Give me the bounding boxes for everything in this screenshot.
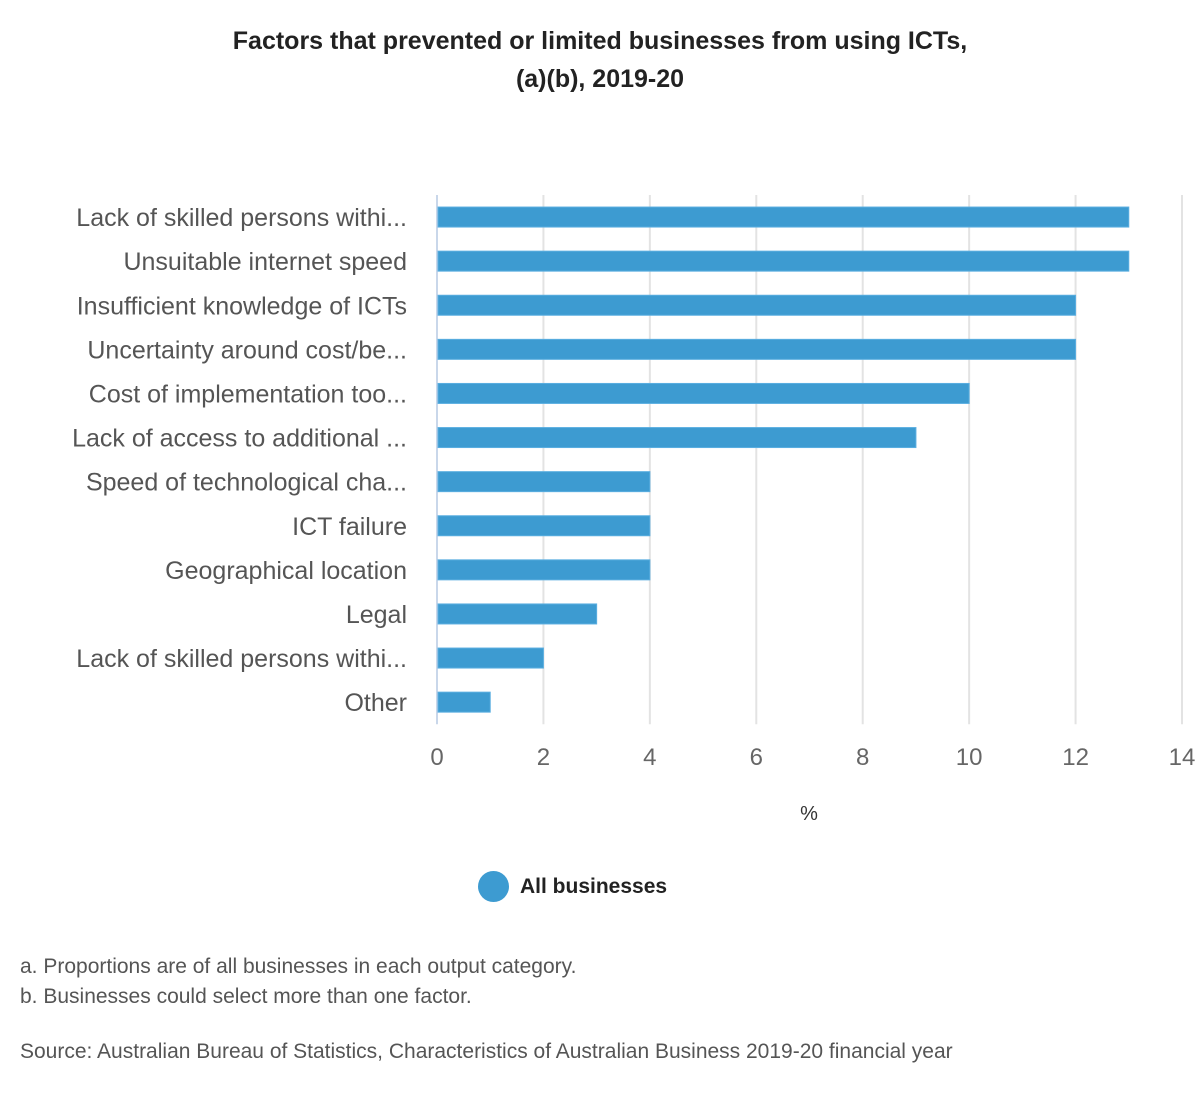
x-tick-label: 10 bbox=[956, 744, 983, 771]
x-axis-ticks: 0 2 4 6 8 10 12 14 bbox=[430, 744, 1195, 771]
bar[interactable] bbox=[437, 603, 598, 625]
x-tick-label: 0 bbox=[430, 744, 443, 771]
y-category-label: Lack of skilled persons withi... bbox=[76, 645, 407, 673]
legend-label: All businesses bbox=[520, 874, 668, 898]
bar[interactable] bbox=[437, 382, 970, 404]
bar[interactable] bbox=[437, 206, 1130, 228]
y-category-label: Other bbox=[344, 689, 407, 717]
x-tick-label: 4 bbox=[643, 744, 656, 771]
source-note: Source: Australian Bureau of Statistics,… bbox=[20, 1040, 953, 1063]
bar[interactable] bbox=[437, 559, 651, 581]
chart-title: Factors that prevented or limited busine… bbox=[0, 22, 1200, 98]
y-category-label: Insufficient knowledge of ICTs bbox=[77, 292, 407, 320]
bar-chart: Lack of skilled persons withi... Unsuitab… bbox=[72, 195, 1195, 825]
gridlines bbox=[436, 195, 1183, 725]
bar[interactable] bbox=[437, 294, 1077, 316]
bar[interactable] bbox=[437, 250, 1130, 272]
footnote-a: a. Proportions are of all businesses in … bbox=[20, 955, 577, 978]
bar[interactable] bbox=[437, 471, 651, 493]
y-category-label: Legal bbox=[346, 601, 407, 629]
bar[interactable] bbox=[437, 427, 917, 449]
y-category-label: Geographical location bbox=[165, 557, 407, 585]
bar[interactable] bbox=[437, 338, 1077, 360]
x-tick-label: 12 bbox=[1062, 744, 1089, 771]
y-category-label: Speed of technological cha... bbox=[86, 469, 407, 497]
chart-title-line-1: Factors that prevented or limited busine… bbox=[232, 27, 968, 55]
bars bbox=[437, 206, 1130, 713]
y-category-label: Uncertainty around cost/be... bbox=[87, 336, 407, 364]
y-category-label: ICT failure bbox=[292, 513, 407, 541]
x-tick-label: 6 bbox=[750, 744, 763, 771]
bar[interactable] bbox=[437, 691, 491, 713]
y-category-label: Unsuitable internet speed bbox=[123, 248, 407, 276]
footnotes: a. Proportions are of all businesses in … bbox=[20, 952, 576, 1012]
footnote-b: b. Businesses could select more than one… bbox=[20, 985, 472, 1008]
x-axis-title: % bbox=[800, 803, 818, 825]
y-category-label: Cost of implementation too... bbox=[89, 380, 407, 408]
legend-marker-icon bbox=[478, 871, 509, 902]
bar[interactable] bbox=[437, 647, 544, 669]
chart-title-line-2: (a)(b), 2019-20 bbox=[515, 65, 685, 93]
y-category-label: Lack of skilled persons withi... bbox=[76, 204, 407, 232]
x-tick-label: 8 bbox=[856, 744, 869, 771]
y-category-label: Lack of access to additional ... bbox=[72, 425, 407, 453]
legend[interactable]: All businesses bbox=[478, 871, 667, 902]
y-axis-labels: Lack of skilled persons withi... Unsuitab… bbox=[72, 204, 407, 717]
x-tick-label: 2 bbox=[537, 744, 550, 771]
bar[interactable] bbox=[437, 515, 651, 537]
x-tick-label: 14 bbox=[1169, 744, 1196, 771]
